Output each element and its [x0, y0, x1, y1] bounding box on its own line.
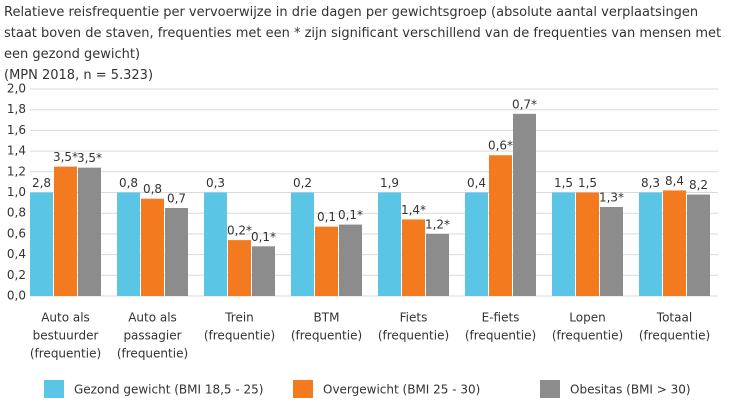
x-tick-label: bestuurder — [33, 329, 99, 343]
legend-swatch — [44, 380, 64, 398]
bar — [639, 192, 662, 296]
bar-label: 0,6* — [488, 139, 513, 153]
x-tick-label: passagier — [123, 329, 181, 343]
bar-label: 1,2* — [425, 217, 450, 231]
bar-label: 2,8 — [32, 176, 51, 190]
x-tick-label: BTM — [314, 311, 340, 325]
legend-label: Obesitas (BMI > 30) — [570, 383, 691, 397]
bar-label: 0,2* — [227, 224, 252, 238]
bar — [315, 226, 338, 296]
bar — [141, 198, 164, 296]
bar — [465, 192, 488, 296]
x-tick-label: (frequentie) — [291, 329, 362, 343]
bar — [663, 190, 686, 296]
bar-label: 8,3 — [641, 176, 660, 190]
legend-label: Overgewicht (BMI 25 - 30) — [323, 383, 480, 397]
x-tick-label: Lopen — [569, 311, 605, 325]
y-tick-label: 0,2 — [7, 268, 26, 282]
x-tick-label: Auto als — [41, 311, 90, 325]
y-tick-label: 2,0 — [7, 82, 26, 96]
bar — [426, 233, 449, 296]
bar-label: 1,9 — [380, 176, 399, 190]
bar — [228, 240, 251, 296]
legend-label: Gezond gewicht (BMI 18,5 - 25) — [74, 383, 263, 397]
bar — [378, 192, 401, 296]
x-tick-label: (frequentie) — [639, 329, 710, 343]
title-block: Relatieve reisfrequentie per vervoerwijz… — [4, 2, 732, 86]
bar-label: 1,5 — [578, 176, 597, 190]
bar-label: 1,3* — [599, 190, 624, 204]
y-tick-label: 0,8 — [7, 206, 26, 220]
bar — [402, 219, 425, 296]
bar-label: 0,4 — [467, 176, 486, 190]
bar-label: 0,1 — [317, 210, 336, 224]
x-tick-label: Totaal — [656, 311, 692, 325]
bar — [54, 166, 77, 296]
x-tick-label: Auto als — [128, 311, 177, 325]
bar — [576, 192, 599, 296]
bar — [117, 192, 140, 296]
bar-label: 1,4* — [401, 203, 426, 217]
bar-label: 0,1* — [251, 230, 276, 244]
y-tick-label: 0,4 — [7, 247, 26, 261]
y-tick-label: 0,0 — [7, 289, 26, 303]
bar-label: 8,2 — [689, 178, 708, 192]
bar-label: 0,1* — [338, 208, 363, 222]
bar — [204, 192, 227, 296]
bar-label: 0,8 — [143, 182, 162, 196]
x-tick-label: (frequentie) — [378, 329, 449, 343]
x-tick-label: E-fiets — [482, 311, 520, 325]
bar-label: 0,8 — [119, 176, 138, 190]
bar-label: 0,2 — [293, 176, 312, 190]
legend-swatch — [293, 380, 313, 398]
bar-label: 8,4 — [665, 174, 684, 188]
bar — [489, 155, 512, 296]
bar — [252, 246, 275, 296]
bar — [513, 113, 536, 296]
y-tick-label: 1,2 — [7, 164, 26, 178]
bar — [687, 194, 710, 296]
chart-title: Relatieve reisfrequentie per vervoerwijz… — [4, 5, 722, 62]
bar-label: 1,5 — [554, 176, 573, 190]
bar-label: 0,7* — [512, 97, 537, 111]
x-tick-label: (frequentie) — [465, 329, 536, 343]
x-tick-label: (frequentie) — [117, 347, 188, 361]
bar — [291, 192, 314, 296]
bar-label: 0,3 — [206, 176, 225, 190]
y-tick-label: 0,6 — [7, 226, 26, 240]
x-tick-label: (frequentie) — [552, 329, 623, 343]
bar-label: 0,7 — [167, 192, 186, 206]
y-tick-label: 1,4 — [7, 144, 26, 158]
legend-swatch — [540, 380, 560, 398]
bar — [600, 206, 623, 296]
x-tick-label: (frequentie) — [30, 347, 101, 361]
x-tick-label: (frequentie) — [204, 329, 275, 343]
bar — [30, 192, 53, 296]
chart-subtitle: (MPN 2018, n = 5.323) — [4, 68, 154, 83]
y-tick-label: 1,0 — [7, 185, 26, 199]
bar — [339, 224, 362, 296]
x-tick-label: Fiets — [400, 311, 428, 325]
x-tick-label: Trein — [224, 311, 254, 325]
y-tick-label: 1,6 — [7, 123, 26, 137]
bar-label: 3,5* — [53, 150, 78, 164]
bar — [78, 167, 101, 296]
bar — [552, 192, 575, 296]
bar-label: 3,5* — [77, 151, 102, 165]
y-tick-label: 1,8 — [7, 102, 26, 116]
bar — [165, 208, 188, 296]
